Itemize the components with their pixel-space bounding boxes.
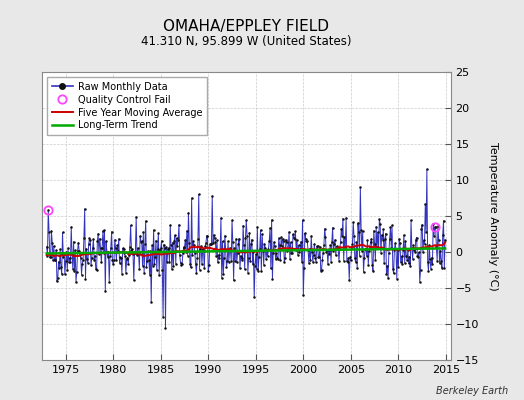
- Text: 41.310 N, 95.899 W (United States): 41.310 N, 95.899 W (United States): [141, 36, 352, 48]
- Text: Berkeley Earth: Berkeley Earth: [436, 386, 508, 396]
- Text: OMAHA/EPPLEY FIELD: OMAHA/EPPLEY FIELD: [163, 18, 329, 34]
- Legend: Raw Monthly Data, Quality Control Fail, Five Year Moving Average, Long-Term Tren: Raw Monthly Data, Quality Control Fail, …: [47, 77, 208, 135]
- Y-axis label: Temperature Anomaly (°C): Temperature Anomaly (°C): [488, 142, 498, 290]
